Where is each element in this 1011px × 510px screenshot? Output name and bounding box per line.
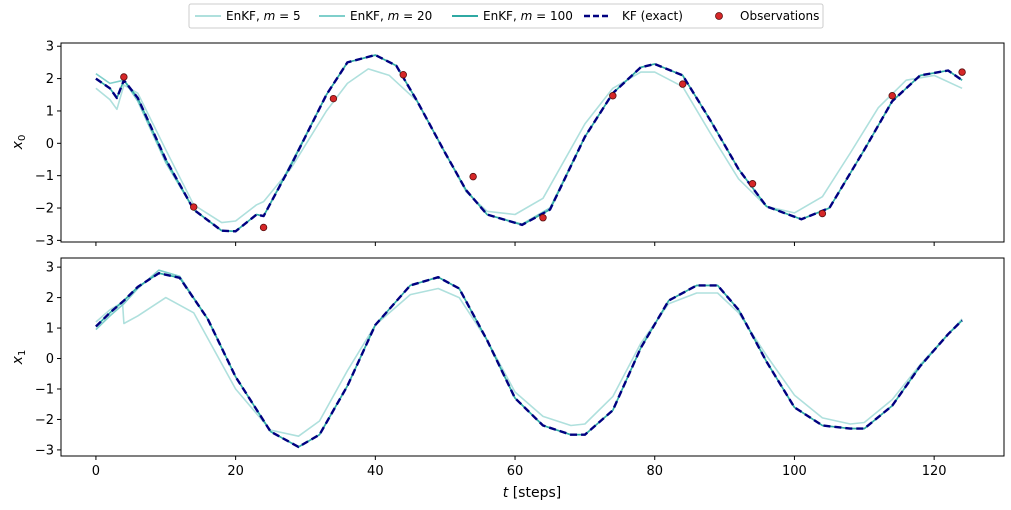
legend-entry-observations: Observations — [715, 9, 819, 23]
panel-bottom-series — [95, 269, 963, 449]
legend-label-enkf-m20: EnKF, m = 20 — [350, 9, 432, 23]
legend: EnKF, m = 5 EnKF, m = 20 EnKF, m = 100 K… — [188, 3, 824, 29]
top-observation-point — [329, 94, 338, 103]
panel-top: −3 −2 −1 0 1 2 3 x0 — [10, 40, 1005, 249]
top-y-tick-label: 0 — [46, 137, 54, 152]
legend-entry-kf-exact: KF (exact) — [584, 9, 683, 23]
bottom-x-tick-label: 40 — [367, 464, 384, 479]
panel-bottom-ylabel: x1 — [10, 350, 28, 366]
legend-label-kf-exact: KF (exact) — [622, 9, 683, 23]
legend-frame — [188, 3, 824, 29]
top-observation-point — [678, 80, 687, 88]
bottom-x-tick-label: 20 — [227, 464, 244, 479]
legend-label-observations: Observations — [740, 9, 819, 23]
top-observation-point — [609, 92, 617, 100]
bottom-x-tick-label: 100 — [782, 464, 807, 479]
bottom-y-tick-label: −1 — [35, 382, 54, 397]
top-observation-point — [399, 71, 407, 79]
top-y-tick-label: 3 — [46, 40, 54, 55]
panel-top-ticks: −3 −2 −1 0 1 2 3 — [35, 40, 935, 249]
legend-entry-enkf-m5: EnKF, m = 5 — [195, 9, 301, 23]
top-y-tick-label: −2 — [35, 202, 54, 217]
panel-bottom: 0 20 40 60 80 100 120 −3 −2 −1 0 1 2 3 x1 t [steps] — [10, 257, 1005, 501]
bottom-y-tick-label: 0 — [46, 352, 54, 367]
bottom-x-tick-label: 120 — [922, 464, 947, 479]
legend-swatch-observations — [715, 12, 723, 20]
panel-top-frame — [60, 42, 1005, 243]
panel-top-series — [95, 53, 966, 233]
legend-label-enkf-m100: EnKF, m = 100 — [483, 9, 573, 23]
top-observation-point — [958, 68, 966, 76]
legend-entry-enkf-m100: EnKF, m = 100 — [452, 9, 573, 23]
top-y-tick-label: −3 — [35, 234, 54, 249]
panel-bottom-ticks: 0 20 40 60 80 100 120 −3 −2 −1 0 1 2 3 — [35, 261, 947, 479]
bottom-series-3 — [95, 272, 963, 449]
top-y-tick-label: 2 — [46, 72, 54, 87]
legend-entry-enkf-m20: EnKF, m = 20 — [319, 9, 432, 23]
bottom-y-tick-label: 3 — [46, 261, 54, 276]
bottom-y-tick-label: −3 — [35, 443, 54, 458]
panel-bottom-xlabel: t [steps] — [503, 485, 561, 501]
bottom-x-tick-label: 0 — [92, 464, 100, 479]
panel-bottom-frame — [60, 257, 1005, 457]
top-observation-point — [259, 223, 268, 232]
top-observation-point — [539, 214, 547, 222]
bottom-series-0 — [95, 287, 963, 438]
top-observation-point — [469, 172, 477, 181]
top-y-tick-label: 1 — [46, 104, 54, 119]
top-y-tick-label: −1 — [35, 169, 54, 184]
top-observation-point — [120, 73, 128, 81]
bottom-x-tick-label: 60 — [507, 464, 524, 479]
top-series-3 — [95, 53, 963, 233]
panel-top-ylabel: x0 — [10, 135, 28, 151]
top-observation-point — [748, 180, 757, 188]
top-observation-point — [190, 203, 198, 211]
legend-label-enkf-m5: EnKF, m = 5 — [226, 9, 301, 23]
top-observation-point — [888, 92, 896, 100]
bottom-y-tick-label: −2 — [35, 413, 54, 428]
bottom-y-tick-label: 2 — [46, 291, 54, 306]
bottom-y-tick-label: 1 — [46, 322, 54, 337]
bottom-x-tick-label: 80 — [646, 464, 663, 479]
top-observation-point — [818, 209, 827, 218]
